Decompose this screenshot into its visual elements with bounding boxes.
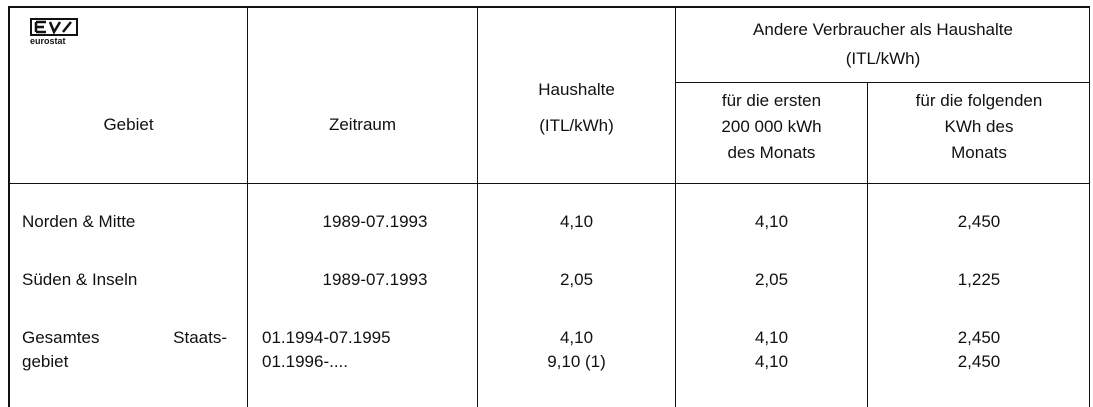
border xyxy=(8,6,1090,8)
logo-icon xyxy=(30,18,78,36)
table-cell: 2,05 xyxy=(754,270,789,289)
table-cell: gebiet xyxy=(22,352,69,371)
table-cell: 01.1994-07.1995 xyxy=(262,328,391,347)
table-cell: 4,10 xyxy=(754,352,789,371)
header-cell: Zeitraum xyxy=(328,115,397,134)
header-cell: Haushalte xyxy=(538,80,615,99)
header-cell: für die ersten xyxy=(721,91,822,110)
logo-text: eurostat xyxy=(30,36,66,46)
header-cell: Andere Verbraucher als Haushalte xyxy=(753,20,1013,39)
table-cell: 2,450 xyxy=(957,212,1001,231)
header-cell: für die folgenden xyxy=(915,91,1043,110)
header-cell: KWh des xyxy=(944,117,1014,136)
table-cell: 9,10 (1) xyxy=(547,352,606,371)
border xyxy=(675,6,676,407)
header-cell: (ITL/kWh) xyxy=(845,49,921,68)
table-cell: Gesamtes Staats- xyxy=(22,328,227,347)
table-cell: 2,05 xyxy=(559,270,594,289)
border xyxy=(247,6,248,407)
table-cell: 4,10 xyxy=(754,328,789,347)
table-cell: Süden & Inseln xyxy=(22,270,138,289)
header-cell: des Monats xyxy=(727,143,816,162)
border xyxy=(8,183,1090,184)
table-cell: 2,450 xyxy=(957,328,1001,347)
header-cell: (ITL/kWh) xyxy=(539,116,614,135)
header-cell: Gebiet xyxy=(103,115,154,134)
table-cell: 01.1996-.... xyxy=(262,352,349,371)
table-cell: 1989-07.1993 xyxy=(322,212,428,231)
header-cell: Monats xyxy=(951,143,1007,162)
border xyxy=(867,83,868,407)
border xyxy=(675,82,1090,83)
border xyxy=(477,6,478,407)
border xyxy=(8,6,10,407)
border xyxy=(1089,6,1090,407)
table-cell: Norden & Mitte xyxy=(22,212,136,231)
header-cell: 200 000 kWh xyxy=(721,117,822,136)
table-cell: 4,10 xyxy=(559,328,594,347)
table-cell: 4,10 xyxy=(559,212,594,231)
table-cell: 1989-07.1993 xyxy=(322,270,428,289)
table-cell: 4,10 xyxy=(754,212,789,231)
table-cell: 2,450 xyxy=(957,352,1001,371)
table-cell: 1,225 xyxy=(957,270,1001,289)
